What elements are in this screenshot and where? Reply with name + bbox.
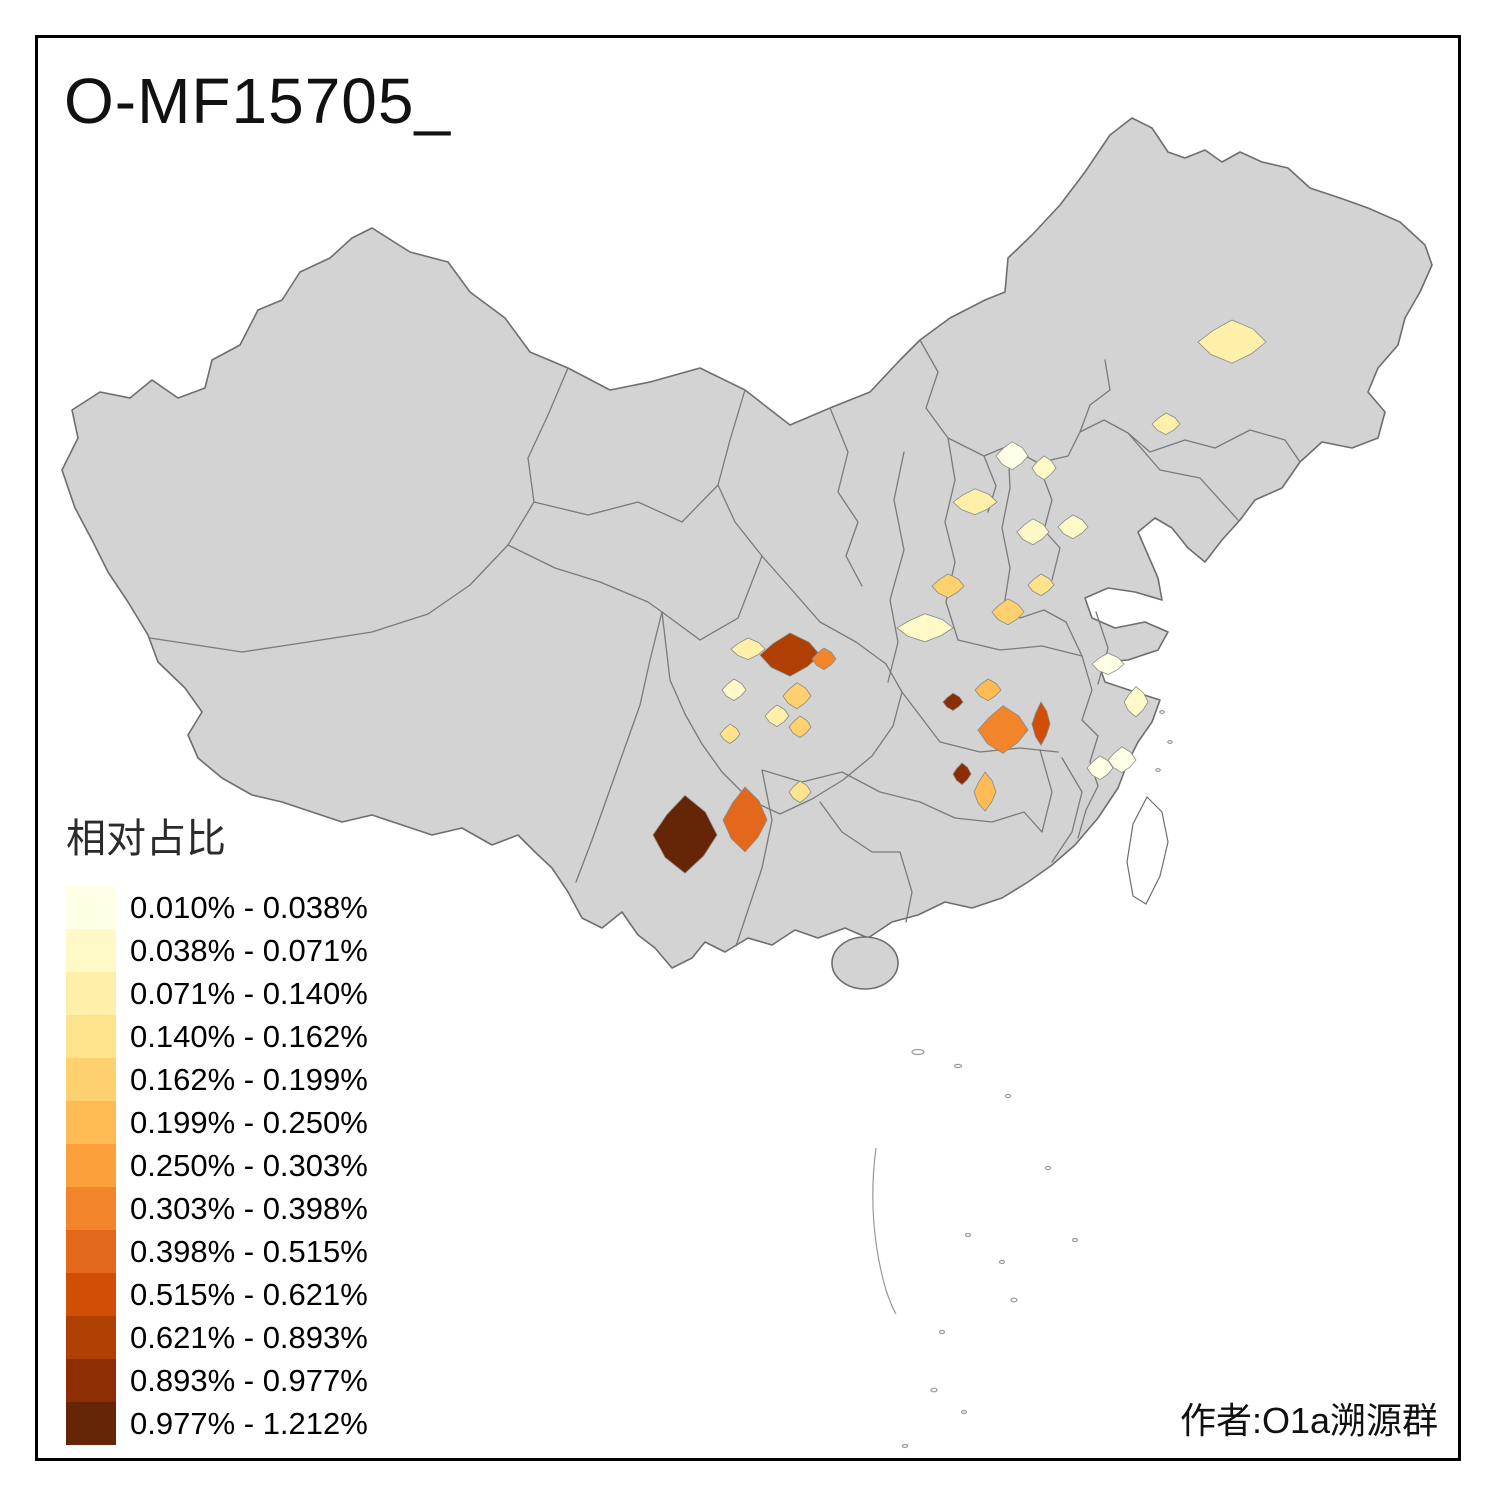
legend-label-11: 0.621% - 0.893% [130, 1319, 368, 1355]
legend-swatch-5 [66, 1058, 116, 1101]
map-region-sichuan-sw-pale-patch [721, 678, 747, 702]
legend-row-7: 0.250% - 0.303% [66, 1144, 368, 1187]
map-region-sichuan-ne-orange-patch [811, 647, 837, 671]
legend-row-8: 0.303% - 0.398% [66, 1187, 368, 1230]
legend-row-4: 0.140% - 0.162% [66, 1015, 368, 1058]
map-region-yunnan-east-orange-patch [722, 786, 768, 853]
legend-swatch-7 [66, 1144, 116, 1187]
map-region-chongqing-west-patch [788, 715, 812, 739]
map-region-henan-west-patch [991, 598, 1025, 626]
map-region-hunan-dark-small-patch [952, 762, 972, 786]
legend-row-11: 0.621% - 0.893% [66, 1316, 368, 1359]
map-region-beijing-patch [995, 441, 1029, 471]
legend-row-1: 0.010% - 0.038% [66, 886, 368, 929]
legend-swatch-4 [66, 1015, 116, 1058]
legend-swatch-6 [66, 1101, 116, 1144]
legend-label-8: 0.303% - 0.398% [130, 1190, 368, 1226]
map-region-shaanxi-orange-patch [931, 573, 965, 599]
highlighted-regions [652, 319, 1267, 874]
map-region-anhui-pale-patch [1091, 652, 1125, 676]
page-title: O-MF15705_ [64, 65, 452, 137]
map-region-jiangxi-pale-patch [1086, 755, 1114, 781]
map-region-yunnan-dark-patch [652, 794, 718, 874]
legend-label-4: 0.140% - 0.162% [130, 1018, 368, 1054]
south-china-sea-islands [872, 709, 1173, 1449]
map-region-shandong-west-patch [1057, 514, 1089, 540]
map-region-sichuan-small-sw-patch [719, 723, 741, 744]
map-region-hunan-orange-strip-patch [973, 771, 997, 812]
legend-label-10: 0.515% - 0.621% [130, 1276, 368, 1312]
legend-row-3: 0.071% - 0.140% [66, 972, 368, 1015]
map-region-heilongjiang-patch [1197, 319, 1267, 364]
china-mainland-shape [61, 117, 1433, 969]
legend-row-12: 0.893% - 0.977% [66, 1359, 368, 1402]
legend-title: 相对占比 [66, 817, 226, 861]
map-region-hubei-dark-small-patch [942, 692, 964, 711]
legend-label-3: 0.071% - 0.140% [130, 975, 368, 1011]
map-region-jilin-patch [1151, 412, 1181, 436]
map-region-sichuan-south-pale-patch [764, 704, 790, 728]
legend-row-6: 0.199% - 0.250% [66, 1101, 368, 1144]
legend-label-2: 0.038% - 0.071% [130, 932, 368, 968]
taiwan-island [1126, 795, 1169, 905]
legend-row-5: 0.162% - 0.199% [66, 1058, 368, 1101]
legend: 相对占比 0.010% - 0.038% 0.038% - 0.071% 0.071… [66, 806, 368, 1445]
legend-swatch-11 [66, 1316, 116, 1359]
legend-label-6: 0.199% - 0.250% [130, 1104, 368, 1140]
legend-row-9: 0.398% - 0.515% [66, 1230, 368, 1273]
map-region-sichuan-nw-dark-patch [759, 632, 821, 677]
map-region-hunan-big-orange-patch [977, 705, 1029, 754]
map-region-sichuan-west-pale-patch [730, 637, 766, 661]
legend-row-10: 0.515% - 0.621% [66, 1273, 368, 1316]
legend-label-5: 0.162% - 0.199% [130, 1061, 368, 1097]
legend-label-13: 0.977% - 1.212% [130, 1405, 368, 1441]
attribution-text: 作者:O1a溯源群 [1179, 1400, 1438, 1441]
hainan-island [831, 936, 899, 990]
legend-swatch-3 [66, 972, 116, 1015]
legend-label-9: 0.398% - 0.515% [130, 1233, 368, 1269]
legend-swatch-13 [66, 1402, 116, 1445]
legend-row-13: 0.977% - 1.212% [66, 1402, 368, 1445]
legend-swatch-8 [66, 1187, 116, 1230]
map-region-hubei-orange-patch [974, 678, 1002, 702]
legend-label-7: 0.250% - 0.303% [130, 1147, 368, 1183]
map-region-jiangsu-coast-patch [1123, 686, 1149, 718]
legend-swatch-2 [66, 929, 116, 972]
legend-swatch-10 [66, 1273, 116, 1316]
legend-row-2: 0.038% - 0.071% [66, 929, 368, 972]
map-region-henan-east-patch [1027, 573, 1055, 597]
map-region-sichuan-center-orange-patch [782, 682, 812, 710]
map-region-tianjin-patch [1031, 455, 1057, 481]
map-region-guizhou-small-patch [788, 780, 812, 804]
map-region-zhejiang-pale-patch [1107, 746, 1137, 774]
legend-label-1: 0.010% - 0.038% [130, 889, 368, 925]
map-region-hubei-east-strip-patch [1031, 701, 1051, 746]
legend-swatch-12 [66, 1359, 116, 1402]
legend-swatch-9 [66, 1230, 116, 1273]
legend-rows: 0.010% - 0.038% 0.038% - 0.071% 0.071% - 0… [66, 886, 368, 1445]
map-region-hubei-nw-pale-patch [896, 613, 954, 643]
legend-label-12: 0.893% - 0.977% [130, 1362, 368, 1398]
map-region-shanxi-patch [1016, 518, 1050, 546]
map-region-hebei-south-patch [952, 488, 998, 516]
legend-swatch-1 [66, 886, 116, 929]
